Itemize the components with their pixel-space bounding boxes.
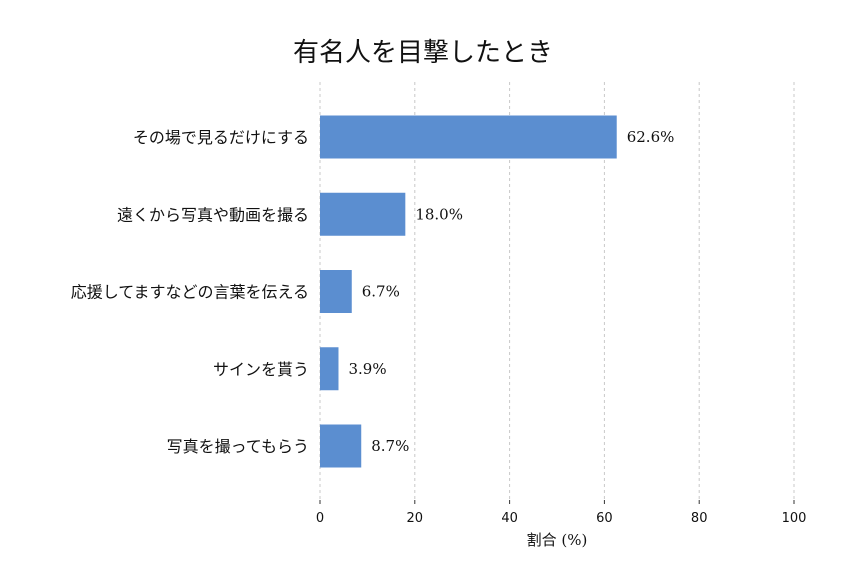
data-label: 62.6% bbox=[627, 128, 675, 146]
category-label: 写真を撮ってもらう bbox=[167, 437, 309, 456]
data-label: 8.7% bbox=[371, 437, 409, 455]
category-label: 応援してますなどの言葉を伝える bbox=[71, 283, 309, 302]
x-tick-label: 0 bbox=[316, 511, 324, 526]
bar bbox=[320, 115, 617, 159]
x-tick-label: 40 bbox=[501, 511, 518, 526]
x-axis-label: 割合 (%) bbox=[527, 531, 588, 549]
category-label: 遠くから写真や動画を撮る bbox=[117, 205, 309, 224]
data-label: 18.0% bbox=[415, 205, 463, 223]
x-axis-ticks: 0 20 40 60 80 100 bbox=[316, 500, 807, 526]
category-labels: その場で見るだけにする遠くから写真や動画を撮る応援してますなどの言葉を伝えるサイ… bbox=[71, 128, 309, 456]
category-label: サインを貰う bbox=[213, 360, 309, 379]
bar bbox=[320, 270, 352, 313]
data-label: 6.7% bbox=[362, 283, 400, 301]
data-label: 3.9% bbox=[348, 360, 386, 378]
x-tick-label: 60 bbox=[596, 511, 613, 526]
value-labels: 62.6% 18.0% 6.7% 3.9% 8.7% bbox=[348, 128, 674, 455]
bar bbox=[320, 347, 339, 391]
bar bbox=[320, 192, 406, 236]
x-tick-label: 20 bbox=[407, 511, 424, 526]
chart-title: 有名人を目撃したとき bbox=[293, 38, 553, 68]
bars bbox=[320, 115, 617, 468]
x-tick-label: 80 bbox=[691, 511, 708, 526]
category-label: その場で見るだけにする bbox=[133, 128, 309, 147]
x-tick-label: 100 bbox=[782, 511, 807, 526]
bar bbox=[320, 424, 362, 468]
